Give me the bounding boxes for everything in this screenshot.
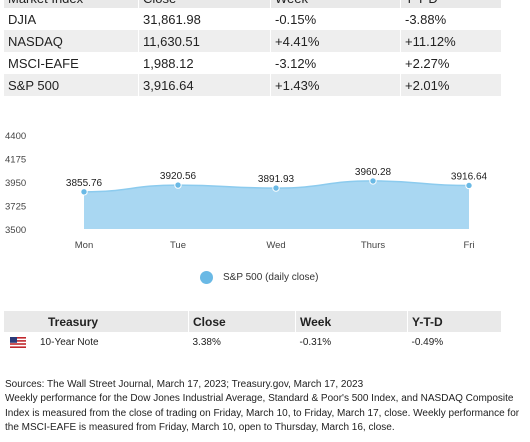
x-tick-label: Mon: [75, 240, 93, 251]
header-week: Week: [295, 311, 408, 332]
footnotes: Sources: The Wall Street Journal, March …: [5, 378, 529, 436]
index-ytd: +11.12%: [400, 30, 502, 52]
header-ytd: Y-T-D: [407, 311, 502, 332]
legend-marker: [200, 271, 213, 284]
y-tick-label: 4400: [5, 131, 26, 142]
data-point: [272, 184, 280, 192]
treasury-name: 10-Year Note: [40, 337, 99, 349]
data-label: 3960.28: [355, 167, 392, 178]
index-close: 11,630.51: [138, 30, 271, 52]
data-label: 3916.64: [451, 171, 488, 182]
chart-legend[interactable]: S&P 500 (daily close): [200, 271, 318, 284]
data-point: [465, 181, 473, 190]
sources-text: Sources: The Wall Street Journal, March …: [5, 379, 364, 390]
treasury-table: Treasury Close Week Y-T-D 10-Year Note 3…: [4, 311, 502, 353]
data-point: [174, 181, 182, 189]
x-tick-label: Thurs: [361, 240, 386, 251]
market-index-table: Market Index Close Week Y-T-D DJIA 31,86…: [4, 0, 502, 96]
index-week: -0.15%: [270, 8, 401, 30]
header-treasury: Treasury: [4, 311, 189, 332]
series-area: [84, 180, 469, 229]
header-market-index: Market Index: [4, 0, 139, 8]
legend-label: S&P 500 (daily close): [223, 272, 319, 283]
data-label: 3855.76: [66, 178, 103, 189]
data-point: [80, 188, 88, 196]
table-row: NASDAQ 11,630.51 +4.41% +11.12%: [4, 30, 502, 52]
header-close: Close: [188, 311, 296, 332]
index-ytd: +2.27%: [400, 52, 502, 74]
y-tick-label: 3725: [5, 202, 26, 213]
data-label: 3920.56: [160, 171, 197, 182]
header-week: Week: [270, 0, 401, 8]
table-row: S&P 500 3,916.64 +1.43% +2.01%: [4, 74, 502, 96]
x-tick-label: Fri: [463, 240, 474, 251]
index-name: NASDAQ: [4, 30, 139, 52]
index-ytd: +2.01%: [400, 74, 502, 96]
data-point: [369, 177, 377, 185]
table-row: MSCI-EAFE 1,988.12 -3.12% +2.27%: [4, 52, 502, 74]
table-row: 10-Year Note 3.38% -0.31% -0.49%: [4, 332, 502, 353]
treasury-ytd: -0.49%: [411, 337, 444, 348]
index-close: 31,861.98: [138, 8, 271, 30]
us-flag-icon: [10, 336, 26, 348]
index-name: MSCI-EAFE: [4, 52, 139, 74]
index-name: S&P 500: [4, 74, 139, 96]
index-name: DJIA: [4, 8, 139, 30]
market-table-header-row: Market Index Close Week Y-T-D: [4, 0, 502, 8]
y-tick-label: 3950: [5, 178, 26, 189]
data-label: 3891.93: [258, 174, 295, 185]
sp500-area-chart: 3500 3725 3950 4175 4400 3855.76 Mon 3920.56 Tue…: [5, 131, 488, 251]
index-ytd: -3.88%: [400, 8, 502, 30]
x-tick-label: Tue: [170, 240, 186, 251]
y-tick-label: 3500: [5, 225, 26, 236]
treasury-name-cell: 10-Year Note: [4, 332, 189, 353]
index-close: 1,988.12: [138, 52, 271, 74]
treasury-header-row: Treasury Close Week Y-T-D: [4, 311, 502, 332]
x-tick-label: Wed: [266, 240, 285, 251]
index-week: +1.43%: [270, 74, 401, 96]
header-close: Close: [138, 0, 271, 8]
index-week: +4.41%: [270, 30, 401, 52]
methodology-text: Weekly performance for the Dow Jones Ind…: [5, 393, 520, 434]
index-close: 3,916.64: [138, 74, 271, 96]
treasury-close: 3.38%: [192, 337, 221, 348]
treasury-week: -0.31%: [299, 337, 332, 348]
y-tick-label: 4175: [5, 155, 26, 166]
index-week: -3.12%: [270, 52, 401, 74]
header-ytd: Y-T-D: [400, 0, 502, 8]
table-row: DJIA 31,861.98 -0.15% -3.88%: [4, 8, 502, 30]
